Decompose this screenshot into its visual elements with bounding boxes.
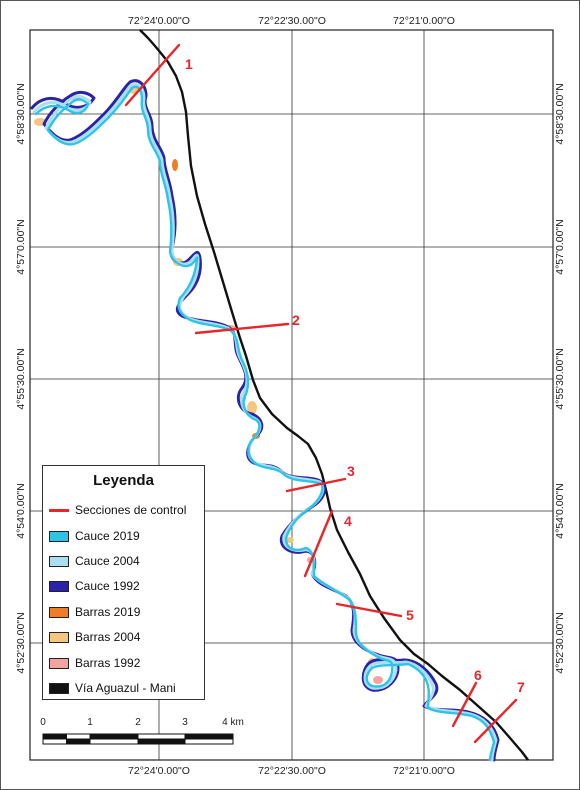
section-line-3 — [285, 477, 347, 493]
coord-left-3: 4°55'30.00"N — [15, 348, 27, 409]
coord-top-1: 72°24'0.00"O — [128, 15, 190, 27]
via-swatch — [49, 682, 69, 694]
section-line-1 — [124, 43, 181, 107]
legend-item-barras-2019: Barras 2019 — [49, 604, 140, 620]
left-coordinates: 4°58'30.00"N 4°57'0.00"N 4°55'30.00"N 4°… — [15, 83, 27, 673]
coord-right-2: 4°57'0.00"N — [554, 219, 566, 274]
legend-label: Cauce 1992 — [75, 579, 140, 593]
section-number-6: 6 — [474, 667, 482, 683]
coord-left-5: 4°52'30.00"N — [15, 612, 27, 673]
coord-bottom-1: 72°24'0.00"O — [128, 765, 190, 777]
legend-item-cauce-2004: Cauce 2004 — [49, 553, 140, 569]
scale-tick-4: 4 km — [222, 717, 244, 728]
scale-tick-1: 1 — [87, 717, 93, 728]
scale-tick-3: 3 — [182, 717, 188, 728]
legend-label: Cauce 2019 — [75, 529, 140, 543]
section-line-swatch — [49, 508, 69, 512]
cauce-2019 — [34, 85, 496, 762]
scale-bar-segments — [42, 733, 234, 745]
barras-2004-swatch — [49, 631, 69, 643]
legend-item-cauce-1992: Cauce 1992 — [49, 578, 140, 594]
coord-left-2: 4°57'0.00"N — [15, 219, 27, 274]
legend-label: Vía Aguazul - Mani — [75, 681, 176, 695]
legend-item-barras-1992: Barras 1992 — [49, 655, 140, 671]
scale-bar: 0 1 2 3 4 km — [40, 717, 244, 745]
secciones-de-control — [124, 43, 518, 744]
legend-label: Barras 2004 — [75, 630, 141, 644]
section-number-2: 2 — [292, 312, 300, 328]
legend-label: Secciones de control — [75, 503, 187, 517]
legend-item-secciones: Secciones de control — [49, 502, 186, 518]
coord-left-4: 4°54'0.00"N — [15, 483, 27, 538]
coord-top-3: 72°21'0.00"O — [393, 15, 455, 27]
coord-bottom-2: 72°22'30.00"O — [258, 765, 326, 777]
coord-left-1: 4°58'30.00"N — [15, 83, 27, 144]
legend-item-via: Vía Aguazul - Mani — [49, 680, 176, 696]
legend-label: Barras 2019 — [75, 605, 141, 619]
section-number-7: 7 — [517, 679, 525, 695]
section-line-7 — [473, 698, 518, 744]
scale-tick-0: 0 — [40, 717, 46, 728]
legend-title: Leyenda — [93, 472, 154, 489]
legend-item-cauce-2019: Cauce 2019 — [49, 528, 140, 544]
section-line-4 — [303, 509, 334, 578]
section-number-5: 5 — [406, 607, 414, 623]
barras-2019-swatch — [49, 606, 69, 618]
bottom-coordinates: 72°24'0.00"O 72°22'30.00"O 72°21'0.00"O — [128, 765, 455, 777]
barras-1992-swatch — [49, 657, 69, 669]
cauce-2004-swatch — [49, 555, 69, 567]
cauce-1992-swatch — [49, 580, 69, 592]
legend: Leyenda Secciones de control Cauce 2019 … — [42, 465, 205, 700]
coord-right-5: 4°52'30.00"N — [554, 612, 566, 673]
section-number-4: 4 — [344, 513, 352, 529]
cauce-2019-swatch — [49, 530, 69, 542]
river-channels — [30, 79, 500, 762]
coord-right-1: 4°58'30.00"N — [554, 83, 566, 144]
section-numbers: 1 2 3 4 5 6 7 — [185, 56, 525, 695]
via-aguazul-mani-road — [139, 29, 529, 761]
legend-label: Barras 1992 — [75, 656, 141, 670]
legend-item-barras-2004: Barras 2004 — [49, 629, 140, 645]
coord-bottom-3: 72°21'0.00"O — [393, 765, 455, 777]
coord-right-3: 4°55'30.00"N — [554, 348, 566, 409]
scale-tick-2: 2 — [135, 717, 141, 728]
cauce-1992 — [30, 79, 500, 762]
top-coordinates: 72°24'0.00"O 72°22'30.00"O 72°21'0.00"O — [128, 15, 455, 27]
right-coordinates: 4°58'30.00"N 4°57'0.00"N 4°55'30.00"N 4°… — [554, 83, 566, 673]
section-number-1: 1 — [185, 56, 193, 72]
legend-label: Cauce 2004 — [75, 554, 140, 568]
section-line-5 — [335, 602, 403, 618]
coord-top-2: 72°22'30.00"O — [258, 15, 326, 27]
coord-right-4: 4°54'0.00"N — [554, 483, 566, 538]
section-line-2 — [194, 322, 290, 335]
section-number-3: 3 — [347, 463, 355, 479]
section-line-6 — [451, 681, 478, 728]
